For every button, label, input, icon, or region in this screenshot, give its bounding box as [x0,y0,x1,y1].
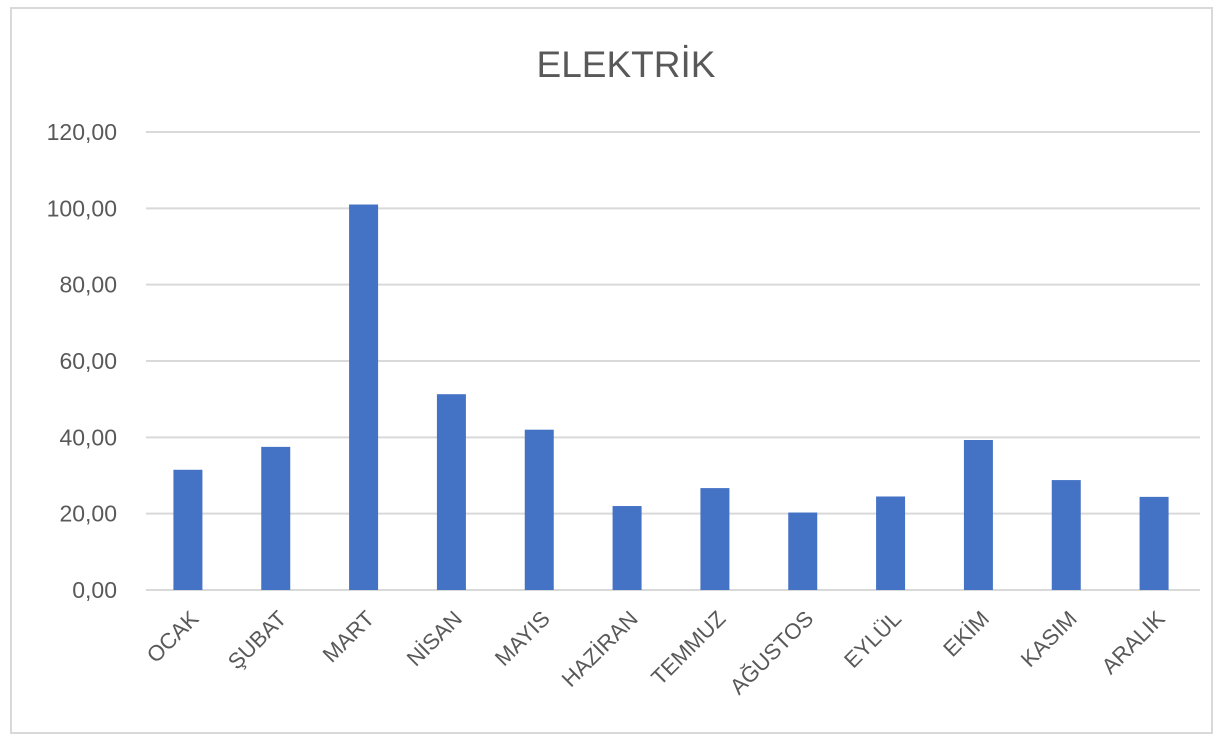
chart-title: ELEKTRİK [537,44,716,85]
y-tick-label: 120,00 [47,119,117,145]
x-axis-tick-labels: OCAK ŞUBAT MART NİSAN MAYIS HAZİRAN TEMMUZAĞUS… [142,606,1170,700]
bar [173,469,203,590]
y-axis-tick-labels: 0,00 20,00 40,00 60,00 80,00 100,00 120,00 [47,119,117,603]
bar [876,496,906,590]
chart-frame [10,7,1213,734]
x-tick-label: HAZİRAN [557,606,643,692]
bar [963,440,993,590]
x-tick-label: TEMMUZ [646,606,730,690]
x-tick-label: ŞUBAT [223,606,291,674]
x-tick-label: MAYIS [490,606,555,671]
y-tick-label: 80,00 [59,272,117,298]
bar [349,204,379,590]
gridlines [146,131,1200,591]
y-tick-label: 0,00 [72,577,117,603]
x-tick-label: ARALIK [1097,606,1170,679]
y-tick-label: 100,00 [47,195,117,221]
y-tick-label: 40,00 [59,424,117,450]
bar [524,429,554,590]
y-tick-label: 20,00 [59,501,117,527]
x-tick-label: NİSAN [402,606,467,671]
bar [612,506,642,590]
x-tick-label: MART [318,606,379,667]
x-tick-label: EKİM [938,606,994,662]
bar [261,446,291,590]
bars [173,204,1169,590]
bar [1051,480,1081,590]
x-tick-label: AĞUSTOS [725,606,818,699]
bar [1139,496,1169,590]
bar [788,512,818,590]
y-tick-label: 60,00 [59,348,117,374]
bar [436,394,466,590]
x-tick-label: EYLÜL [839,606,906,673]
x-tick-label: KASIM [1016,606,1082,672]
x-tick-label: OCAK [142,606,204,668]
bar [700,488,730,590]
